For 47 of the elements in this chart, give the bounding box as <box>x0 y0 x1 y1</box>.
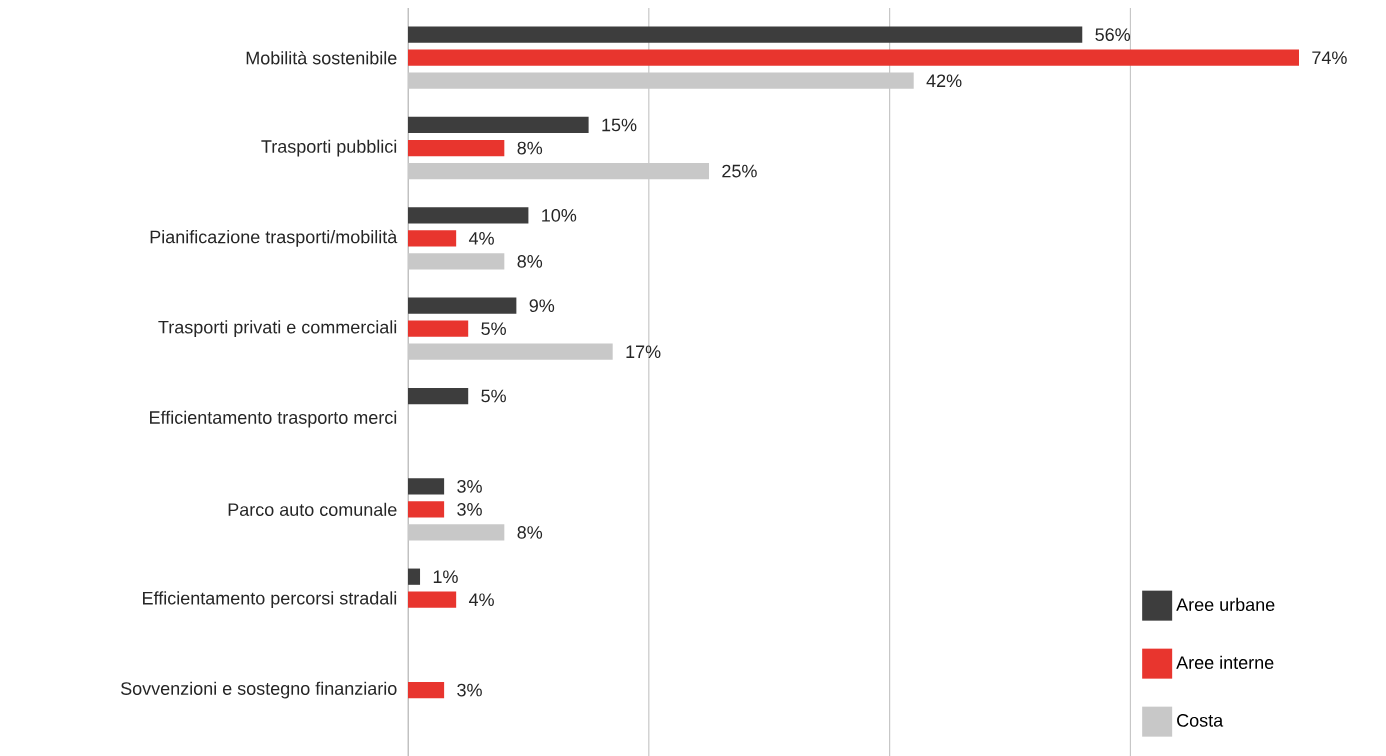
bar <box>408 387 469 405</box>
bar <box>408 320 469 337</box>
bar <box>408 478 445 495</box>
data-label: 3% <box>457 503 482 516</box>
bar <box>408 116 589 134</box>
bar <box>408 49 1299 66</box>
bar <box>408 207 529 224</box>
data-label: 4% <box>468 232 494 245</box>
bar <box>408 230 457 247</box>
data-label: 15% <box>602 118 637 132</box>
data-label: 5% <box>481 389 506 403</box>
bar <box>408 297 517 314</box>
data-label: 17% <box>626 345 661 359</box>
data-label: 74% <box>1312 51 1347 64</box>
data-label: 25% <box>722 164 757 178</box>
bar <box>408 253 505 270</box>
data-label: 8% <box>517 141 543 155</box>
data-label: 8% <box>517 526 543 539</box>
data-label: 42% <box>926 74 962 88</box>
data-label: 56% <box>1095 28 1131 42</box>
bar <box>408 139 505 157</box>
data-label: 3% <box>457 479 482 493</box>
data-label: 3% <box>457 683 482 697</box>
y-tick-label: Trasporti pubblici <box>261 139 397 157</box>
legend-label: Aree interne <box>1176 655 1274 670</box>
bar <box>408 524 505 541</box>
data-label: 5% <box>481 322 506 336</box>
data-label: 4% <box>468 593 494 607</box>
y-tick-label: Parco auto comunale <box>228 502 397 517</box>
legend-label: Aree urbane <box>1176 597 1275 612</box>
y-tick-label: Sovvenzioni e sostegno finanziario <box>120 681 397 699</box>
y-tick-label: Pianificazione trasporti/mobilità <box>150 229 398 247</box>
y-tick-label: Mobilità sostenibile <box>246 50 397 65</box>
legend-label: Costa <box>1177 714 1224 727</box>
bar <box>408 681 445 699</box>
y-tick-label: Trasporti privati e commerciali <box>158 320 397 338</box>
bar <box>408 343 613 360</box>
bar <box>408 26 1083 43</box>
y-tick-label: Efficientamento trasporto merci <box>150 410 397 428</box>
data-label: 10% <box>542 208 577 222</box>
bar <box>408 568 421 585</box>
data-label: 8% <box>517 255 543 268</box>
data-label: 1% <box>433 570 458 583</box>
bar <box>408 591 457 608</box>
y-tick-label: Efficientamento percorsi stradali <box>143 591 397 609</box>
data-label: 9% <box>529 299 555 313</box>
bar <box>408 501 445 518</box>
